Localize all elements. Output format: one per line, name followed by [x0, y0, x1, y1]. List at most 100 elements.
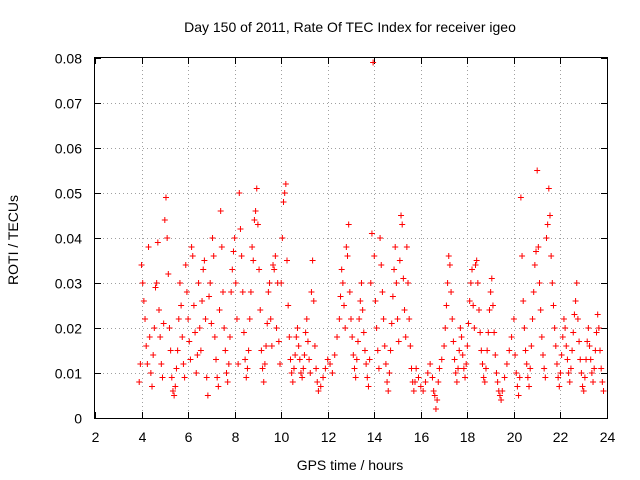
data-point: [152, 284, 159, 291]
data-point: [480, 374, 487, 381]
data-point: [232, 280, 239, 286]
data-point: [478, 347, 485, 354]
data-point: [396, 257, 403, 264]
data-point: [211, 334, 218, 340]
data-point: [197, 347, 204, 354]
data-point: [301, 352, 308, 358]
data-point: [438, 356, 445, 363]
data-point: [329, 370, 336, 376]
data-point: [360, 329, 367, 336]
data-point: [320, 374, 327, 381]
data-point: [258, 347, 265, 354]
data-point: [225, 361, 232, 367]
data-point: [544, 221, 551, 228]
data-point: [160, 320, 167, 327]
data-point: [229, 266, 236, 273]
data-point: [356, 316, 363, 322]
data-point: [183, 289, 190, 295]
data-point: [451, 356, 458, 363]
data-point: [345, 221, 352, 228]
data-point: [169, 388, 176, 394]
data-point: [385, 388, 392, 394]
data-point: [498, 397, 505, 403]
data-point: [386, 370, 393, 376]
x-tick-label: 4: [139, 429, 147, 445]
data-point: [282, 181, 289, 187]
data-point: [387, 347, 394, 354]
data-point: [207, 280, 214, 286]
data-point: [238, 253, 245, 259]
data-point: [470, 302, 477, 309]
y-tick-labels: 0 0.01 0.02 0.03 0.04 0.05 0.06 0.07 0.08: [55, 51, 82, 427]
data-point: [452, 370, 459, 376]
data-point: [394, 316, 401, 322]
data-point: [240, 329, 247, 336]
data-point: [436, 365, 443, 372]
data-point: [471, 325, 478, 331]
data-point: [474, 280, 481, 286]
data-point: [254, 221, 261, 228]
data-point: [508, 334, 515, 340]
data-point: [185, 316, 192, 322]
data-point: [466, 298, 473, 304]
data-point: [566, 379, 573, 385]
data-point: [559, 334, 566, 340]
data-point: [203, 374, 210, 381]
data-point: [460, 365, 467, 372]
data-point: [242, 356, 249, 363]
data-point: [171, 392, 178, 399]
data-point: [159, 374, 166, 381]
data-point: [371, 253, 378, 259]
data-point: [235, 361, 242, 367]
data-point: [273, 325, 280, 331]
data-point: [317, 383, 324, 390]
data-point: [446, 262, 453, 268]
data-point: [577, 356, 584, 363]
data-point: [457, 325, 464, 331]
data-point: [146, 334, 153, 340]
y-axis-label: ROTI / TECUs: [5, 195, 21, 285]
data-point: [578, 370, 585, 376]
data-point: [516, 374, 523, 381]
data-point: [136, 379, 143, 385]
data-point: [314, 379, 321, 385]
data-point: [165, 271, 172, 277]
data-point: [542, 374, 549, 381]
data-point: [587, 356, 594, 363]
data-point: [476, 307, 482, 313]
data-point: [477, 329, 484, 336]
data-point: [581, 374, 588, 381]
data-point: [584, 338, 591, 345]
data-point: [551, 325, 558, 331]
data-point: [546, 212, 553, 219]
data-point: [485, 329, 492, 336]
data-point: [590, 379, 597, 385]
data-point: [449, 316, 456, 322]
data-point: [359, 307, 366, 313]
data-point: [444, 280, 451, 286]
data-point: [482, 365, 489, 372]
data-point: [462, 374, 469, 381]
data-point: [251, 217, 258, 223]
data-point: [392, 244, 399, 250]
x-tick-label: 6: [185, 429, 193, 445]
data-point: [479, 361, 486, 367]
data-point: [285, 302, 292, 309]
data-point: [214, 374, 221, 381]
data-point: [336, 316, 343, 322]
data-point: [456, 347, 463, 354]
data-point: [200, 266, 207, 273]
data-point: [220, 289, 226, 295]
data-point: [216, 307, 223, 313]
data-point: [599, 379, 606, 385]
data-point: [370, 59, 377, 66]
data-point: [145, 244, 152, 250]
data-point: [341, 302, 348, 309]
data-point: [247, 289, 254, 295]
data-point: [161, 217, 168, 223]
data-point: [265, 289, 272, 295]
x-tick-labels: 2 4 6 8 10 12 14 16 18 20 22 24: [92, 429, 616, 445]
plot-frame: [94, 57, 608, 419]
data-point: [295, 343, 302, 349]
data-point: [293, 334, 300, 340]
